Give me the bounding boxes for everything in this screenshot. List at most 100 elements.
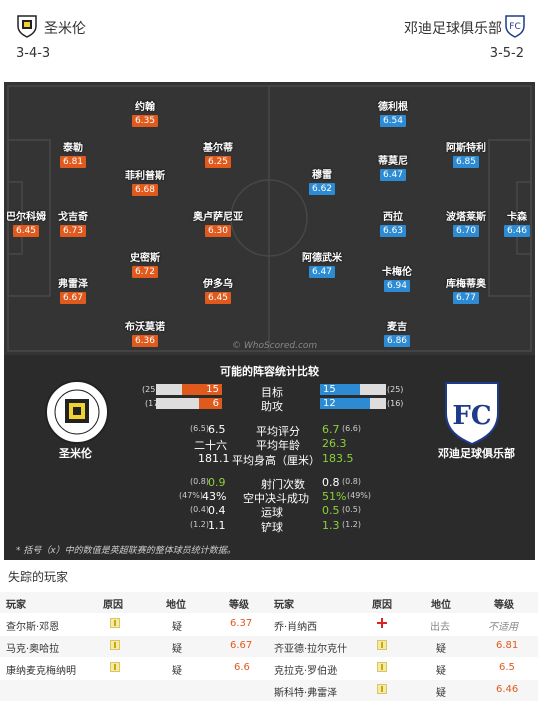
table-header: 玩家 原因 地位 等级 玩家 原因 地位 等级 bbox=[0, 592, 538, 613]
home-season: (1.2) bbox=[190, 520, 209, 529]
injury-icon bbox=[377, 662, 387, 675]
player-name: 史密斯 bbox=[130, 253, 160, 264]
away-player[interactable]: 阿斯特利 6.85 bbox=[446, 139, 486, 168]
away-goals-season: (25) bbox=[387, 385, 404, 394]
home-player[interactable]: 史密斯 6.72 bbox=[130, 249, 160, 278]
home-player[interactable]: 菲利普斯 6.68 bbox=[125, 167, 165, 196]
home-team-label: 圣米伦 bbox=[59, 447, 92, 460]
home-value: 43% bbox=[202, 490, 227, 503]
home-missing-player[interactable]: 康纳麦克梅纳明 bbox=[6, 666, 76, 677]
stat-label: 平均评分 bbox=[256, 425, 300, 438]
away-team-name[interactable]: 邓迪足球俱乐部 bbox=[404, 21, 502, 37]
home-player[interactable]: 布沃莫诺 6.36 bbox=[125, 318, 165, 347]
away-player[interactable]: 穆雷 6.62 bbox=[308, 166, 336, 195]
player-name: 约翰 bbox=[134, 102, 155, 113]
home-team-name[interactable]: 圣米伦 bbox=[44, 21, 86, 37]
home-value: 0.4 bbox=[208, 504, 226, 517]
away-value: 6.7 bbox=[322, 423, 340, 436]
away-season: (0.8) bbox=[342, 477, 361, 486]
away-goals-fill bbox=[320, 384, 360, 395]
home-player[interactable]: 巴尔科姆 6.45 bbox=[6, 208, 46, 237]
player-rating: 6.30 bbox=[204, 225, 232, 237]
status: 出去 bbox=[430, 622, 450, 633]
red-cross-icon bbox=[377, 618, 387, 631]
away-missing-player[interactable]: 齐亚德·拉尔克什 bbox=[274, 644, 348, 655]
player-name: 阿德武米 bbox=[302, 253, 342, 264]
player-name: 奥卢萨尼亚 bbox=[193, 212, 243, 223]
player-rating: 6.77 bbox=[452, 292, 480, 304]
table-row: 斯科特·弗雷泽 疑 6.46 bbox=[0, 680, 538, 701]
header-reason: 原因 bbox=[103, 600, 123, 611]
injury-icon bbox=[110, 640, 120, 653]
home-player[interactable]: 基尔蒂 6.25 bbox=[203, 139, 233, 168]
away-player[interactable]: 库梅蒂奥 6.77 bbox=[446, 275, 486, 304]
table-row: 查尔斯·邓恩 疑 6.37 乔·肖纳西 出去 不适用 bbox=[0, 614, 538, 635]
watermark: © WhoScored.com bbox=[232, 341, 318, 351]
stats-title: 可能的阵容统计比较 bbox=[220, 365, 319, 378]
player-name: 泰勒 bbox=[62, 143, 83, 154]
rating: 6.6 bbox=[234, 662, 250, 673]
home-crest-icon bbox=[16, 14, 38, 38]
player-name: 西拉 bbox=[382, 212, 403, 223]
away-team-label: 邓迪足球俱乐部 bbox=[438, 447, 515, 460]
player-name: 蒂莫尼 bbox=[378, 156, 408, 167]
player-name: 巴尔科姆 bbox=[6, 212, 46, 223]
away-value: 183.5 bbox=[322, 452, 354, 465]
home-missing-player[interactable]: 马克·奥哈拉 bbox=[6, 644, 60, 655]
player-rating: 6.94 bbox=[383, 280, 411, 292]
home-value: 181.1 bbox=[198, 452, 230, 465]
assists-label: 助攻 bbox=[261, 400, 283, 413]
player-rating: 6.47 bbox=[308, 266, 336, 278]
home-player[interactable]: 奥卢萨尼亚 6.30 bbox=[193, 208, 243, 237]
away-goals-value: 15 bbox=[323, 384, 336, 395]
player-rating: 6.54 bbox=[379, 115, 407, 127]
status: 疑 bbox=[172, 644, 182, 655]
home-value: 0.9 bbox=[208, 476, 226, 489]
home-missing-player[interactable]: 查尔斯·邓恩 bbox=[6, 622, 60, 633]
away-crest-icon: FC bbox=[504, 14, 526, 38]
table-row: 康纳麦克梅纳明 疑 6.6 克拉克·罗伯逊 疑 6.5 bbox=[0, 658, 538, 679]
away-player[interactable]: 德利根 6.54 bbox=[378, 98, 408, 127]
player-rating: 6.81 bbox=[59, 156, 87, 168]
player-name: 伊多乌 bbox=[203, 279, 233, 290]
away-missing-player[interactable]: 克拉克·罗伯逊 bbox=[274, 666, 338, 677]
away-player[interactable]: 麦吉 6.86 bbox=[383, 318, 411, 347]
home-player[interactable]: 弗雷泽 6.67 bbox=[58, 275, 88, 304]
player-name: 库梅蒂奥 bbox=[446, 279, 486, 290]
home-player[interactable]: 戈吉奇 6.73 bbox=[58, 208, 88, 237]
home-player[interactable]: 泰勒 6.81 bbox=[59, 139, 87, 168]
player-rating: 6.85 bbox=[452, 156, 480, 168]
away-player[interactable]: 西拉 6.63 bbox=[379, 208, 407, 237]
home-player[interactable]: 伊多乌 6.45 bbox=[203, 275, 233, 304]
away-formation: 3-5-2 bbox=[489, 46, 524, 61]
rating: 6.81 bbox=[496, 640, 519, 651]
rating: 6.46 bbox=[496, 684, 519, 695]
away-player[interactable]: 卡梅伦 6.94 bbox=[382, 263, 412, 292]
stat-label: 平均身高（厘米） bbox=[232, 454, 320, 467]
away-player[interactable]: 蒂莫尼 6.47 bbox=[378, 152, 408, 181]
player-name: 戈吉奇 bbox=[58, 212, 88, 223]
player-name: 卡梅伦 bbox=[382, 267, 412, 278]
home-season: (47%) bbox=[179, 491, 204, 500]
pitch-lines bbox=[7, 85, 532, 352]
home-goals-value: 15 bbox=[206, 384, 219, 395]
away-missing-player[interactable]: 斯科特·弗雷泽 bbox=[274, 688, 338, 699]
status: 疑 bbox=[436, 644, 446, 655]
away-missing-player[interactable]: 乔·肖纳西 bbox=[274, 622, 318, 633]
home-assists-bar: 6 bbox=[156, 398, 222, 409]
home-assists-season: (17) bbox=[145, 399, 162, 408]
away-assists-value: 12 bbox=[323, 398, 336, 409]
player-rating: 6.45 bbox=[12, 225, 40, 237]
away-player[interactable]: 卡森 6.46 bbox=[503, 208, 531, 237]
injury-icon bbox=[377, 640, 387, 653]
away-player[interactable]: 阿德武米 6.47 bbox=[302, 249, 342, 278]
rating: 不适用 bbox=[488, 622, 518, 633]
away-value: 51% bbox=[322, 490, 347, 503]
home-player[interactable]: 约翰 6.35 bbox=[131, 98, 159, 127]
missing-players-section: 失踪的玩家 玩家 原因 地位 等级 玩家 原因 地位 等级 查尔斯·邓恩 疑 6… bbox=[0, 562, 538, 708]
home-goals-season: (25) bbox=[142, 385, 159, 394]
home-big-crest-icon bbox=[44, 379, 110, 452]
home-assists-fill bbox=[198, 398, 222, 409]
away-player[interactable]: 波塔莱斯 6.70 bbox=[446, 208, 486, 237]
svg-text:FC: FC bbox=[452, 401, 491, 431]
